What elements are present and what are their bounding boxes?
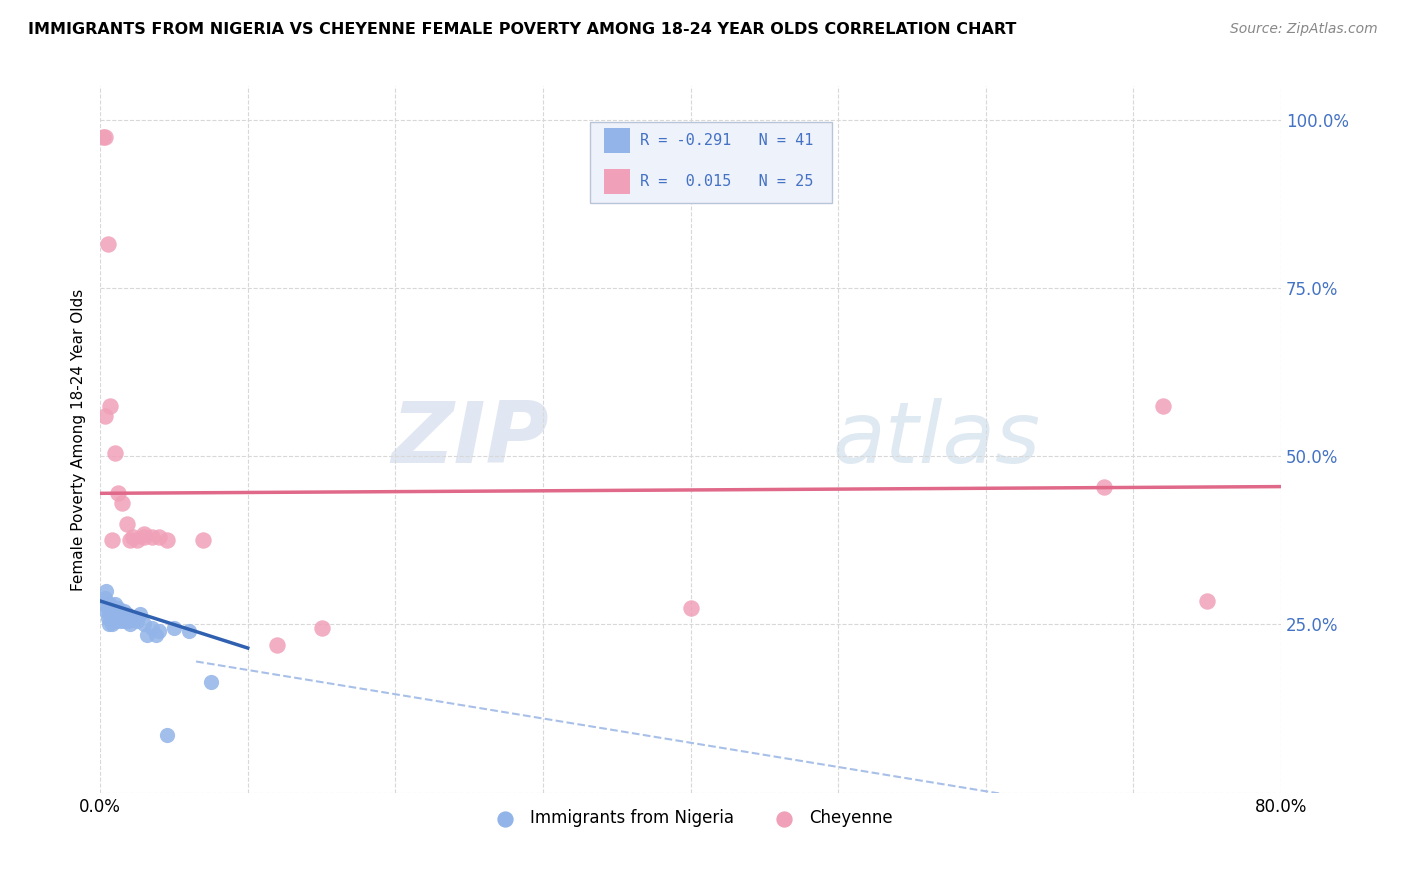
Text: IMMIGRANTS FROM NIGERIA VS CHEYENNE FEMALE POVERTY AMONG 18-24 YEAR OLDS CORRELA: IMMIGRANTS FROM NIGERIA VS CHEYENNE FEMA… xyxy=(28,22,1017,37)
Point xyxy=(107,600,129,615)
Point xyxy=(1152,399,1174,413)
Point xyxy=(141,530,163,544)
Point xyxy=(107,486,129,500)
Point xyxy=(163,621,186,635)
Point xyxy=(100,597,122,611)
Point xyxy=(91,129,114,144)
Point xyxy=(129,607,152,622)
Point xyxy=(1092,480,1115,494)
Point xyxy=(193,533,215,548)
Point xyxy=(679,600,702,615)
Point xyxy=(125,614,148,628)
Point xyxy=(100,611,122,625)
Point xyxy=(155,729,177,743)
Y-axis label: Female Poverty Among 18-24 Year Olds: Female Poverty Among 18-24 Year Olds xyxy=(72,288,86,591)
Legend: Immigrants from Nigeria, Cheyenne: Immigrants from Nigeria, Cheyenne xyxy=(482,803,900,834)
Text: R = -0.291   N = 41: R = -0.291 N = 41 xyxy=(640,134,813,148)
Point xyxy=(115,607,138,622)
FancyBboxPatch shape xyxy=(591,121,832,202)
Point xyxy=(266,638,288,652)
Point xyxy=(115,516,138,531)
Point xyxy=(103,604,125,618)
Point xyxy=(134,530,156,544)
Point xyxy=(96,237,118,252)
Point xyxy=(148,530,170,544)
Point xyxy=(96,597,118,611)
Point xyxy=(93,591,115,605)
Point xyxy=(107,611,129,625)
FancyBboxPatch shape xyxy=(605,169,630,194)
Point xyxy=(96,611,118,625)
Point xyxy=(114,614,136,628)
Point xyxy=(134,526,156,541)
Point xyxy=(101,533,124,548)
Point xyxy=(177,624,200,639)
Point xyxy=(136,627,159,641)
Point xyxy=(108,607,131,622)
Point xyxy=(134,617,156,632)
Text: atlas: atlas xyxy=(832,398,1040,481)
Point xyxy=(101,617,124,632)
Point xyxy=(104,597,127,611)
Point xyxy=(98,604,121,618)
Point xyxy=(112,604,135,618)
Point xyxy=(117,614,139,628)
Point xyxy=(141,621,163,635)
Point xyxy=(118,533,141,548)
Text: Source: ZipAtlas.com: Source: ZipAtlas.com xyxy=(1230,22,1378,37)
Point xyxy=(104,446,127,460)
Point xyxy=(1197,594,1219,608)
Point xyxy=(100,399,122,413)
Point xyxy=(98,617,121,632)
Point xyxy=(108,604,131,618)
FancyBboxPatch shape xyxy=(605,128,630,153)
Text: ZIP: ZIP xyxy=(391,398,548,481)
Point xyxy=(111,496,134,510)
Point xyxy=(94,604,117,618)
Point xyxy=(200,674,222,689)
Point xyxy=(94,583,117,598)
Point xyxy=(311,621,333,635)
Point xyxy=(93,409,115,423)
Point xyxy=(121,611,143,625)
Point xyxy=(105,604,128,618)
Point xyxy=(93,129,115,144)
Point xyxy=(148,624,170,639)
Point xyxy=(103,611,125,625)
Point xyxy=(110,614,132,628)
Point xyxy=(118,617,141,632)
Point xyxy=(145,627,167,641)
Point xyxy=(91,597,114,611)
Point xyxy=(105,614,128,628)
Point xyxy=(125,533,148,548)
Point xyxy=(104,614,127,628)
Text: R =  0.015   N = 25: R = 0.015 N = 25 xyxy=(640,174,813,189)
Point xyxy=(121,530,143,544)
Point xyxy=(101,607,124,622)
Point xyxy=(111,611,134,625)
Point xyxy=(155,533,177,548)
